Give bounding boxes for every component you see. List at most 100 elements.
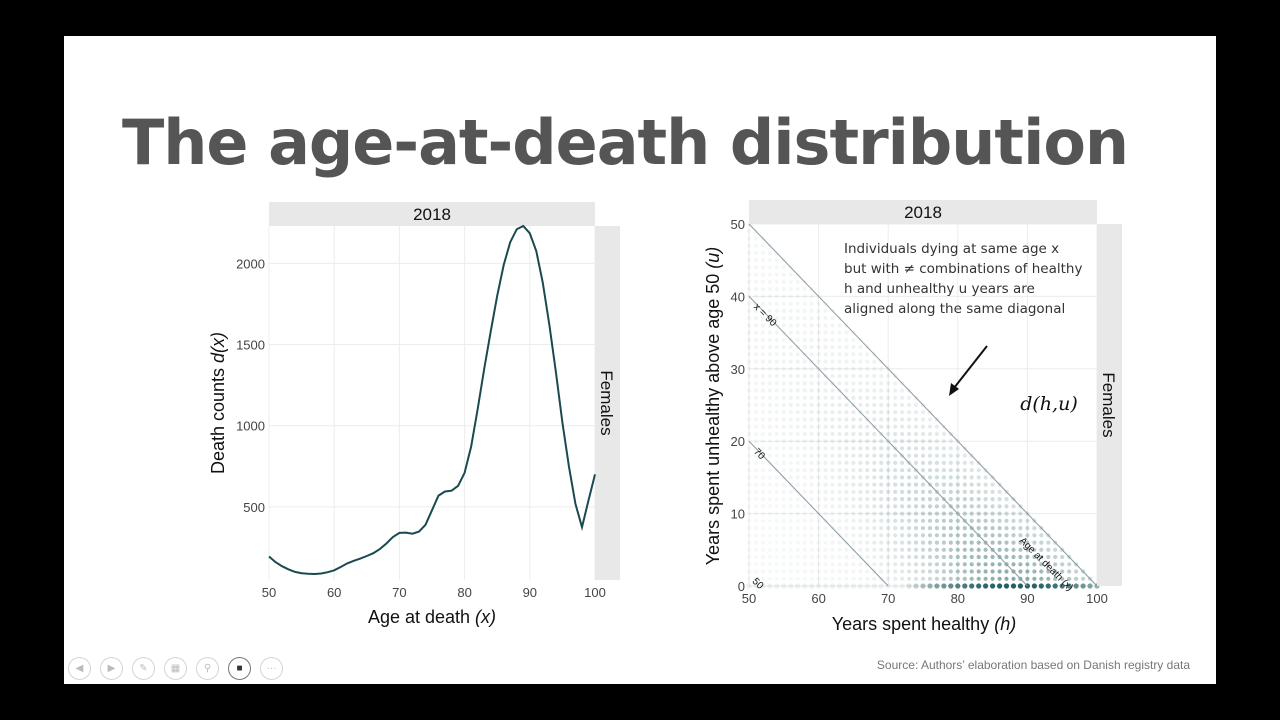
density-dot xyxy=(760,446,766,451)
density-dot xyxy=(893,453,898,458)
density-dot xyxy=(865,410,870,415)
more-icon[interactable]: ··· xyxy=(260,657,283,680)
density-dot xyxy=(816,424,821,429)
zoom-icon[interactable]: ⚲ xyxy=(196,657,219,680)
density-dot xyxy=(948,468,953,473)
density-dot xyxy=(893,540,898,545)
density-dot xyxy=(1025,540,1030,545)
density-dot xyxy=(934,504,940,509)
density-dot xyxy=(955,576,960,581)
density-dot xyxy=(823,497,828,502)
density-dot xyxy=(969,482,974,487)
density-dot xyxy=(816,323,821,328)
density-dot xyxy=(1011,526,1016,531)
density-dot xyxy=(851,453,856,458)
charts-canvas: 2018 Females 50 60 70 80 90 10050010001500200… xyxy=(208,200,1122,634)
density-dot xyxy=(809,576,814,581)
density-dot xyxy=(955,526,960,531)
density-dot xyxy=(857,583,864,589)
density-dot xyxy=(809,497,814,502)
density-dot xyxy=(830,439,835,444)
x-tick-label: 100 xyxy=(1086,591,1108,606)
density-dot xyxy=(907,518,912,523)
density-dot xyxy=(1046,562,1051,567)
density-dot xyxy=(774,395,779,400)
density-dot xyxy=(920,511,926,516)
density-dot xyxy=(823,381,828,386)
density-dot xyxy=(781,547,786,552)
density-dot xyxy=(1018,518,1023,523)
density-dot xyxy=(830,316,835,321)
density-dot xyxy=(809,554,814,560)
density-dot xyxy=(837,366,842,371)
back-icon[interactable]: ◀ xyxy=(68,657,91,680)
y-tick-label: 1000 xyxy=(236,419,265,434)
density-dot xyxy=(781,439,786,444)
density-dot xyxy=(1018,562,1023,567)
density-dot xyxy=(816,410,821,415)
density-dot xyxy=(844,373,849,379)
density-dot xyxy=(865,402,870,408)
forward-icon[interactable]: ▶ xyxy=(100,657,123,680)
density-dot xyxy=(886,518,891,523)
density-dot xyxy=(1031,583,1037,589)
density-dot xyxy=(948,562,953,567)
density-dot xyxy=(851,526,856,531)
density-dot xyxy=(809,381,814,386)
slides-icon[interactable]: ▦ xyxy=(164,657,187,680)
density-dot xyxy=(823,583,829,589)
density-dot xyxy=(802,453,807,458)
density-dot xyxy=(837,489,842,494)
density-dot xyxy=(844,417,849,422)
density-dot xyxy=(823,554,828,560)
density-dot xyxy=(788,468,793,473)
density-dot xyxy=(858,388,863,393)
density-dot xyxy=(962,583,968,589)
density-dot xyxy=(858,417,863,422)
density-dot xyxy=(837,410,842,415)
density-dot xyxy=(893,460,898,465)
density-dot xyxy=(809,482,814,487)
density-dot xyxy=(1018,569,1023,574)
density-dot xyxy=(865,497,870,502)
density-dot xyxy=(969,489,974,494)
density-dot xyxy=(907,468,912,473)
density-dot xyxy=(983,518,988,523)
density-dot xyxy=(913,540,919,545)
density-dot xyxy=(927,562,933,567)
density-dot xyxy=(941,533,947,538)
density-dot xyxy=(830,547,835,552)
density-dot xyxy=(837,359,842,364)
density-dot xyxy=(1046,576,1051,581)
density-dot xyxy=(830,388,835,393)
density-dot xyxy=(774,424,779,429)
density-dot xyxy=(753,431,759,437)
density-dot xyxy=(830,576,835,581)
density-dot xyxy=(886,431,891,437)
density-dot xyxy=(746,236,752,241)
density-dot xyxy=(997,489,1002,494)
density-dot xyxy=(1004,518,1009,523)
density-dot xyxy=(767,323,773,328)
density-dot xyxy=(934,533,940,538)
density-dot xyxy=(900,576,905,581)
density-dot xyxy=(969,511,974,516)
density-dot xyxy=(760,366,766,371)
density-dot xyxy=(879,533,884,538)
density-dot xyxy=(795,424,800,429)
density-dot xyxy=(837,402,842,408)
density-dot xyxy=(816,482,821,487)
density-dot xyxy=(746,345,752,350)
density-dot xyxy=(1025,576,1030,581)
density-dot xyxy=(934,475,940,480)
density-dot xyxy=(809,460,814,465)
pen-icon[interactable]: ✎ xyxy=(132,657,155,680)
density-dot xyxy=(865,388,870,393)
density-dot xyxy=(1060,554,1065,560)
density-dot xyxy=(802,366,807,371)
camera-icon[interactable]: ■ xyxy=(228,657,251,680)
density-dot xyxy=(767,431,773,437)
density-dot xyxy=(816,381,821,386)
density-dot xyxy=(934,518,940,523)
x-tick-label: 50 xyxy=(742,591,756,606)
